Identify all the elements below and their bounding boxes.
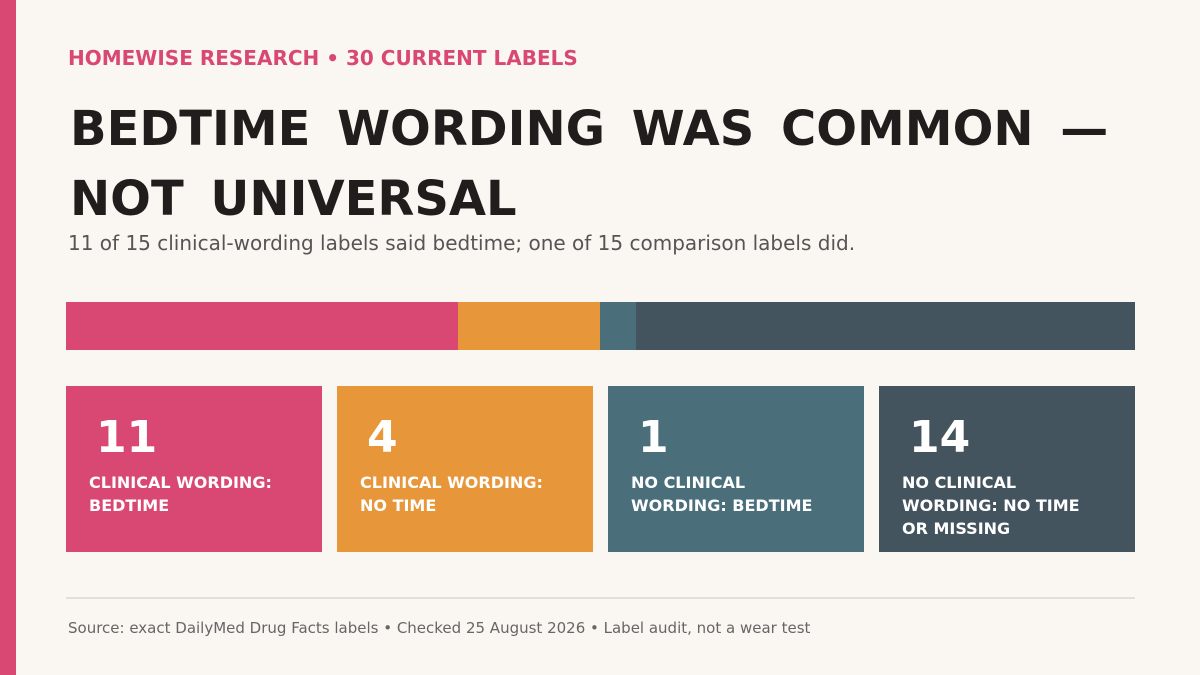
subtitle: 11 of 15 clinical-wording labels said be… [68, 231, 856, 255]
divider [66, 597, 1135, 599]
legend-card: 1 NO CLINICAL WORDING: BEDTIME [608, 386, 864, 552]
legend-label: CLINICAL WORDING: BEDTIME [89, 473, 272, 515]
chart-title: BEDTIME WORDING WAS COMMON — NOT UNIVERS… [70, 101, 1109, 227]
bar-segment [457, 302, 601, 350]
legend-label: NO CLINICAL WORDING: BEDTIME [631, 473, 813, 515]
card-value: 11 [96, 412, 158, 463]
stacked-bar [66, 302, 1135, 350]
card-value: 4 [367, 412, 398, 463]
accent-strip [0, 0, 16, 675]
legend-card: 4 CLINICAL WORDING: NO TIME [337, 386, 593, 552]
legend-cards: 11 CLINICAL WORDING: BEDTIME 4 CLINICAL WOR… [66, 386, 1135, 552]
legend-label: NO CLINICAL WORDING: NO TIME OR MISSING [902, 473, 1080, 538]
bar-segment [66, 302, 458, 350]
legend-card: 14 NO CLINICAL WORDING: NO TIME OR MISSIN… [879, 386, 1135, 552]
card-value: 14 [909, 412, 971, 463]
legend-label: CLINICAL WORDING: NO TIME [360, 473, 543, 515]
source-note: Source: exact DailyMed Drug Facts labels… [68, 619, 811, 637]
bar-segment [600, 302, 637, 350]
bar-segment [636, 302, 1135, 350]
legend-card: 11 CLINICAL WORDING: BEDTIME [66, 386, 322, 552]
kicker: HOMEWISE RESEARCH • 30 CURRENT LABELS [68, 46, 578, 70]
card-value: 1 [638, 412, 669, 463]
